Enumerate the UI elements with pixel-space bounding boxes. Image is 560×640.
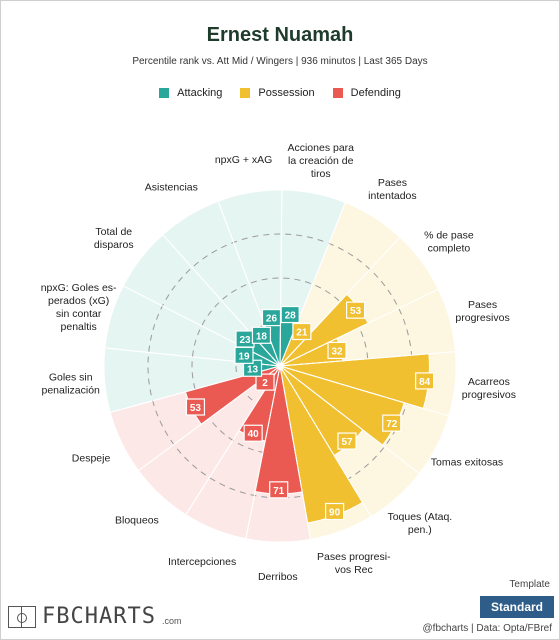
- axis-label: % de pase completo: [424, 230, 474, 255]
- value-label: 84: [415, 372, 435, 390]
- value-label: 21: [292, 322, 312, 341]
- legend-label-attacking: Attacking: [177, 87, 223, 99]
- legend-swatch-attacking: [159, 88, 170, 98]
- spoke: [123, 285, 281, 367]
- spoke: [279, 365, 312, 540]
- axis-label: Bloqueos: [115, 515, 159, 527]
- axis-label: Intercepciones: [168, 556, 236, 568]
- spoke: [279, 236, 401, 367]
- legend-label-possession: Possession: [258, 87, 315, 99]
- axis-label: Despeje: [72, 453, 111, 465]
- legend-label-defending: Defending: [350, 87, 401, 99]
- spoke: [162, 234, 281, 367]
- axis-label: Derribos: [258, 571, 298, 583]
- spoke: [279, 190, 283, 367]
- value-label: 18: [251, 326, 272, 344]
- axis-label: npxG: Goles es-perados (xG) sin contar pen…: [41, 282, 117, 333]
- value-label: 53: [345, 301, 366, 319]
- svg-text:19: 19: [238, 351, 250, 362]
- pitch-logo-icon: [8, 605, 36, 628]
- spoke: [279, 288, 439, 367]
- spoke: [279, 202, 346, 367]
- value-label: 90: [325, 502, 345, 521]
- axis-label: Pases progresivos: [455, 299, 509, 324]
- legend-swatch-possession: [240, 88, 251, 98]
- value-label: 32: [327, 341, 347, 360]
- spoke: [279, 365, 372, 517]
- axis-label: Pases intentados: [368, 177, 416, 202]
- legend-item-defending: Defending: [332, 87, 401, 99]
- value-label: 26: [261, 308, 282, 327]
- value-label: 19: [234, 346, 254, 364]
- legend-swatch-defending: [332, 88, 343, 98]
- svg-text:26: 26: [266, 314, 278, 325]
- svg-text:53: 53: [350, 306, 362, 317]
- chart-subtitle: Percentile rank vs. Att Mid / Wingers | …: [132, 56, 428, 67]
- logo-suffix: .com: [161, 616, 182, 626]
- svg-text:28: 28: [285, 311, 297, 322]
- svg-text:71: 71: [273, 486, 285, 497]
- svg-text:90: 90: [329, 507, 341, 518]
- spoke: [279, 365, 449, 417]
- data-credit: @fbcharts | Data: Opta/FBref: [422, 623, 552, 634]
- svg-text:72: 72: [386, 419, 398, 430]
- svg-text:57: 57: [341, 437, 353, 448]
- value-label: 40: [243, 424, 263, 442]
- chart-title: Ernest Nuamah: [206, 24, 354, 46]
- axis-label: Pases progresi-vos Rec: [317, 551, 391, 576]
- axis-label: Asistencias: [145, 181, 198, 193]
- svg-text:18: 18: [256, 331, 268, 342]
- value-label: 71: [269, 481, 289, 499]
- value-label: 57: [337, 432, 357, 450]
- value-label: 2: [255, 373, 275, 391]
- svg-text:21: 21: [296, 327, 308, 338]
- template-label: Template: [509, 579, 550, 590]
- value-label: 72: [382, 414, 402, 432]
- logo-text: FBCHARTS: [42, 604, 156, 629]
- axis-label: npxG + xAG: [215, 154, 272, 166]
- spoke: [245, 365, 281, 539]
- value-label: 28: [280, 305, 300, 324]
- spoke: [185, 365, 281, 515]
- svg-text:32: 32: [331, 346, 343, 357]
- legend: Attacking Possession Defending: [0, 87, 560, 99]
- axis-label: Acarreos progresivos: [462, 376, 516, 401]
- spoke: [279, 351, 456, 367]
- svg-text:40: 40: [248, 429, 260, 440]
- svg-text:23: 23: [239, 335, 251, 346]
- template-button[interactable]: Standard: [480, 596, 554, 618]
- svg-text:84: 84: [419, 377, 431, 388]
- axis-label: Acciones para la creación de tiros: [287, 142, 354, 180]
- svg-text:53: 53: [190, 403, 202, 414]
- axis-label: Total de disparos: [94, 226, 134, 251]
- legend-item-possession: Possession: [240, 87, 315, 99]
- spoke: [279, 365, 420, 474]
- value-label: 53: [185, 398, 206, 416]
- value-label: 23: [235, 330, 255, 348]
- legend-item-attacking: Attacking: [159, 87, 222, 99]
- axis-label: Goles sin penalización: [42, 372, 101, 397]
- axis-label: Tomas exitosas: [431, 457, 503, 469]
- axis-label: Toques (Ataq. pen.): [387, 511, 452, 536]
- svg-text:2: 2: [262, 378, 268, 389]
- svg-text:13: 13: [247, 364, 259, 375]
- fbcharts-logo: FBCHARTS .com: [8, 604, 181, 629]
